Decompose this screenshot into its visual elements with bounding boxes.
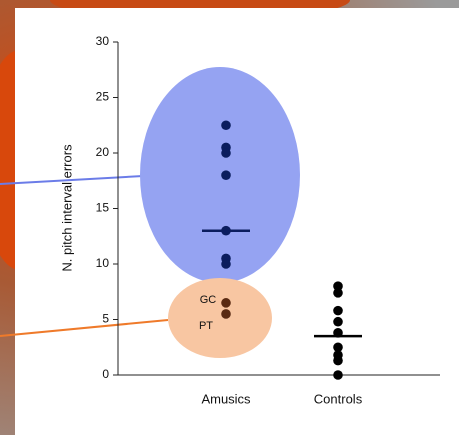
data-point xyxy=(333,288,343,298)
data-point xyxy=(333,356,343,366)
data-point xyxy=(333,370,343,380)
data-point xyxy=(333,317,343,327)
y-tick-label: 25 xyxy=(96,90,110,104)
data-point xyxy=(221,298,231,308)
data-point xyxy=(221,148,231,158)
y-tick-label: 15 xyxy=(96,201,110,215)
y-tick-label: 10 xyxy=(96,256,110,270)
data-point xyxy=(221,259,231,269)
y-tick-label: 0 xyxy=(102,367,109,381)
data-point xyxy=(221,170,231,180)
annotation: GC xyxy=(200,294,217,306)
y-axis-label: N. pitch interval errors xyxy=(59,144,74,272)
y-tick-label: 20 xyxy=(96,145,110,159)
y-tick-label: 30 xyxy=(96,34,110,48)
data-point xyxy=(221,309,231,319)
y-tick-label: 5 xyxy=(102,312,109,326)
data-point xyxy=(221,120,231,130)
data-point xyxy=(333,306,343,316)
annotation: PT xyxy=(199,320,213,332)
x-tick-label: Amusics xyxy=(201,391,251,406)
screenshot: N. pitch interval errors GC PT 0 5 10 15 20 2… xyxy=(0,0,459,435)
x-tick-label: Controls xyxy=(314,391,363,406)
highlight-ellipse xyxy=(168,278,272,358)
highlight-ellipse xyxy=(140,67,300,283)
